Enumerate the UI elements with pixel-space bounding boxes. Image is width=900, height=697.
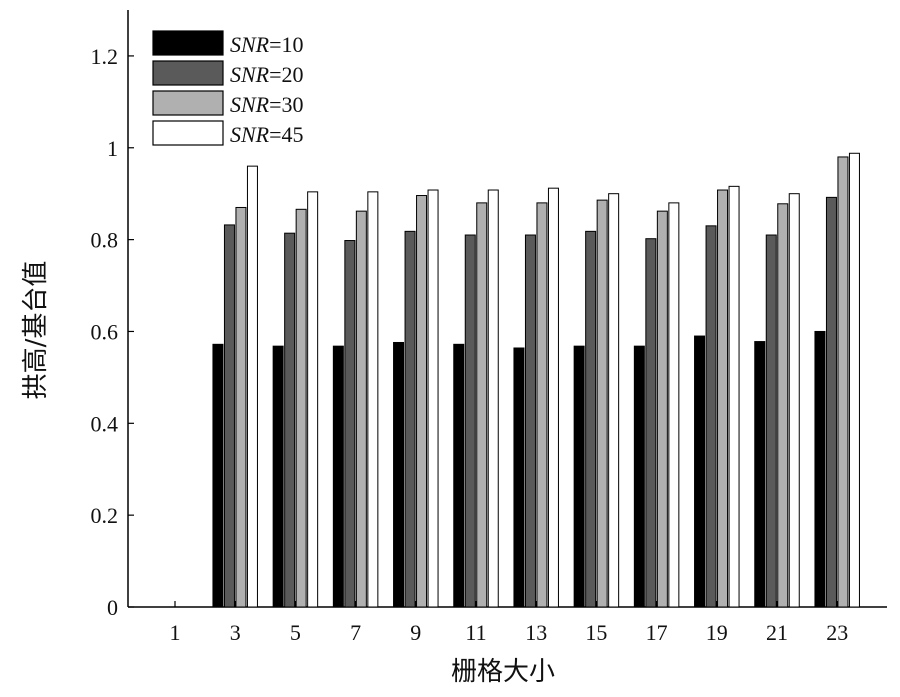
- bar: [596, 199, 608, 608]
- legend-label: SNR=30: [230, 92, 304, 117]
- bar: [246, 165, 258, 608]
- bar: [427, 189, 439, 608]
- bar: [332, 345, 344, 608]
- x-tick-label: 23: [826, 620, 848, 645]
- bar: [585, 230, 597, 608]
- x-tick-label: 17: [646, 620, 668, 645]
- legend-swatch: [152, 60, 224, 86]
- y-axis-label: 拱高/基台值: [21, 261, 51, 400]
- bar: [393, 341, 405, 608]
- legend-label: SNR=20: [230, 62, 304, 87]
- x-tick-label: 11: [465, 620, 486, 645]
- legend: SNR=10 SNR=20 SNR=30 SNR=45: [152, 30, 304, 147]
- bar: [645, 238, 657, 608]
- y-tick-label: 0: [107, 595, 118, 620]
- bar: [272, 345, 284, 608]
- bar: [694, 335, 706, 608]
- bar: [367, 191, 379, 608]
- bar: [608, 193, 620, 608]
- bar: [573, 345, 585, 608]
- bar: [344, 240, 356, 608]
- y-tick-label: 1.2: [91, 44, 119, 69]
- bar: [765, 234, 777, 608]
- bar: [284, 232, 296, 608]
- legend-swatch: [152, 30, 224, 56]
- x-axis-label: 栅格大小: [451, 657, 555, 687]
- legend-swatch: [152, 120, 224, 146]
- y-tick-label: 0.4: [91, 411, 119, 436]
- bar: [656, 210, 668, 608]
- bar: [547, 187, 559, 608]
- bar: [536, 202, 548, 608]
- bar: [513, 347, 525, 608]
- bar: [307, 191, 319, 608]
- bar: [476, 202, 488, 608]
- y-tick-labels: 0 0.2 0.4 0.6 0.8 1 1.2: [91, 44, 134, 620]
- y-tick-label: 0.6: [91, 319, 119, 344]
- x-tick-label: 15: [585, 620, 607, 645]
- bar: [487, 189, 499, 608]
- bar: [404, 230, 416, 608]
- bar: [717, 189, 729, 608]
- x-tick-label: 7: [350, 620, 361, 645]
- bar: [212, 343, 224, 608]
- bar: [668, 202, 680, 608]
- bar: [223, 224, 235, 608]
- bar: [705, 225, 717, 608]
- bar: [825, 196, 837, 608]
- bar: [295, 208, 307, 608]
- bar: [837, 156, 849, 608]
- y-tick-label: 0.2: [91, 503, 119, 528]
- x-tick-label: 9: [410, 620, 421, 645]
- bar: [235, 206, 247, 608]
- bar: [416, 195, 428, 608]
- legend-label: SNR=45: [230, 122, 304, 147]
- x-tick-label: 5: [290, 620, 301, 645]
- bar: [633, 345, 645, 608]
- legend-label: SNR=10: [230, 32, 304, 57]
- bar: [355, 210, 367, 608]
- legend-swatch: [152, 90, 224, 116]
- x-tick-labels: 1 3 5 7 9 11 13 15 17 19 21 23: [170, 601, 848, 645]
- bar: [524, 234, 536, 608]
- bar: [814, 330, 826, 608]
- x-tick-label: 21: [766, 620, 788, 645]
- y-tick-label: 0.8: [91, 228, 119, 253]
- x-tick-label: 19: [706, 620, 728, 645]
- bar: [453, 343, 465, 608]
- bar: [788, 193, 800, 608]
- bar: [464, 234, 476, 608]
- bar: [777, 203, 789, 608]
- y-tick-label: 1: [107, 136, 118, 161]
- x-tick-label: 13: [525, 620, 547, 645]
- chart-bars: [212, 152, 860, 608]
- x-tick-label: 1: [170, 620, 181, 645]
- bar: [754, 341, 766, 608]
- bar: [728, 185, 740, 608]
- bar: [848, 152, 860, 608]
- x-tick-label: 3: [230, 620, 241, 645]
